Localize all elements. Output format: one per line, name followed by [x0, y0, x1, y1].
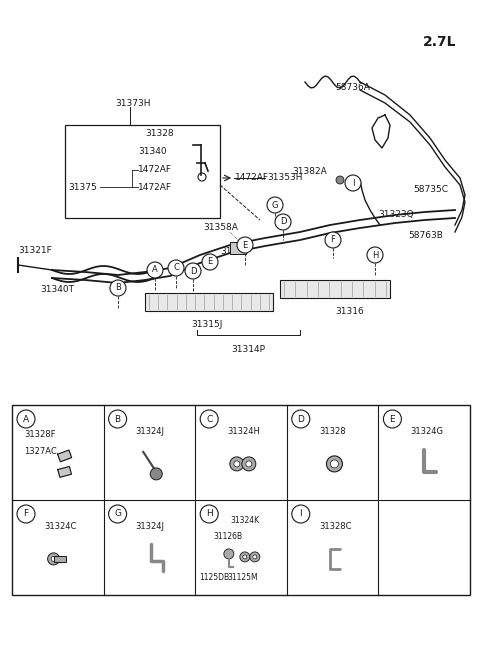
Text: 31328C: 31328C: [319, 522, 351, 531]
Circle shape: [17, 505, 35, 523]
Text: 31328: 31328: [319, 427, 346, 436]
Text: 58736A: 58736A: [335, 83, 370, 92]
Text: 58735C: 58735C: [413, 185, 448, 195]
Text: F: F: [331, 236, 336, 244]
Circle shape: [200, 410, 218, 428]
Circle shape: [326, 456, 342, 472]
Text: C: C: [206, 415, 212, 424]
Circle shape: [242, 457, 256, 471]
Text: 1472AF: 1472AF: [138, 166, 172, 174]
Text: 31324H: 31324H: [227, 427, 260, 436]
Circle shape: [367, 247, 383, 263]
Text: 31126B: 31126B: [214, 532, 243, 541]
Bar: [12, 405, 470, 595]
Text: 1472AF: 1472AF: [235, 174, 269, 183]
Circle shape: [202, 254, 218, 270]
Circle shape: [48, 553, 60, 565]
Bar: [145, 293, 273, 311]
Text: A: A: [152, 265, 158, 274]
Text: 31314P: 31314P: [231, 345, 265, 354]
Text: 31328: 31328: [145, 130, 174, 138]
Circle shape: [292, 505, 310, 523]
Text: 31324J: 31324J: [136, 522, 165, 531]
Text: 31324G: 31324G: [410, 427, 444, 436]
Text: 31315J: 31315J: [192, 320, 223, 329]
Circle shape: [250, 552, 260, 562]
Text: H: H: [206, 510, 213, 519]
Polygon shape: [58, 450, 72, 462]
Text: 31340T: 31340T: [40, 285, 74, 294]
Text: 31358A: 31358A: [203, 223, 238, 233]
Text: 31321F: 31321F: [18, 246, 52, 255]
Text: 31353H: 31353H: [267, 174, 302, 183]
Circle shape: [147, 262, 163, 278]
Circle shape: [200, 505, 218, 523]
Circle shape: [330, 460, 338, 468]
Text: I: I: [352, 179, 354, 187]
Text: E: E: [207, 257, 213, 267]
Text: 31340: 31340: [138, 147, 167, 157]
Circle shape: [108, 505, 127, 523]
Circle shape: [336, 176, 344, 184]
Circle shape: [384, 410, 401, 428]
Text: 1472AF: 1472AF: [138, 183, 172, 191]
Text: 31375: 31375: [68, 183, 97, 191]
Bar: [280, 280, 390, 298]
Text: 1327AC: 1327AC: [24, 447, 57, 456]
Text: 58763B: 58763B: [408, 231, 443, 240]
Text: D: D: [280, 217, 286, 227]
Text: 31382A: 31382A: [292, 168, 327, 176]
Circle shape: [234, 461, 240, 467]
Text: 31125M: 31125M: [227, 573, 258, 582]
Text: B: B: [115, 415, 120, 424]
Text: E: E: [390, 415, 395, 424]
Circle shape: [230, 457, 244, 471]
Circle shape: [240, 552, 250, 562]
Circle shape: [275, 214, 291, 230]
Circle shape: [253, 555, 257, 559]
Polygon shape: [58, 466, 72, 477]
Text: G: G: [272, 200, 278, 210]
Circle shape: [237, 237, 253, 253]
Circle shape: [150, 468, 162, 480]
Circle shape: [243, 555, 247, 559]
Text: 31310: 31310: [220, 248, 249, 257]
Text: A: A: [23, 415, 29, 424]
Text: E: E: [242, 240, 248, 250]
Text: I: I: [300, 510, 302, 519]
Text: F: F: [24, 510, 29, 519]
Bar: [65, 125, 220, 218]
Text: G: G: [114, 510, 121, 519]
Text: C: C: [173, 263, 179, 272]
Circle shape: [51, 556, 56, 561]
Circle shape: [345, 175, 361, 191]
Circle shape: [108, 410, 127, 428]
Circle shape: [185, 263, 201, 279]
Text: H: H: [372, 250, 378, 259]
Text: 1125DB: 1125DB: [199, 573, 229, 582]
Text: D: D: [190, 267, 196, 276]
Circle shape: [292, 410, 310, 428]
Circle shape: [224, 549, 234, 559]
Bar: [54, 556, 66, 562]
Circle shape: [267, 197, 283, 213]
Text: 31324J: 31324J: [136, 427, 165, 436]
Circle shape: [325, 232, 341, 248]
Text: B: B: [115, 284, 121, 293]
Circle shape: [246, 461, 252, 467]
Text: 31323Q: 31323Q: [378, 210, 414, 219]
Circle shape: [110, 280, 126, 296]
Text: 31316: 31316: [335, 307, 364, 316]
Circle shape: [168, 260, 184, 276]
Text: D: D: [298, 415, 304, 424]
Circle shape: [17, 410, 35, 428]
Bar: [230, 242, 246, 254]
Text: 2.7L: 2.7L: [423, 35, 457, 49]
Text: 31373H: 31373H: [115, 98, 151, 107]
Text: 31324C: 31324C: [44, 522, 76, 531]
Text: 31328F: 31328F: [24, 430, 56, 439]
Text: 31324K: 31324K: [230, 516, 259, 525]
